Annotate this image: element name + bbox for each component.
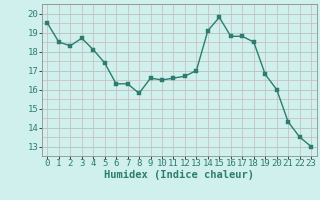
X-axis label: Humidex (Indice chaleur): Humidex (Indice chaleur): [104, 170, 254, 180]
